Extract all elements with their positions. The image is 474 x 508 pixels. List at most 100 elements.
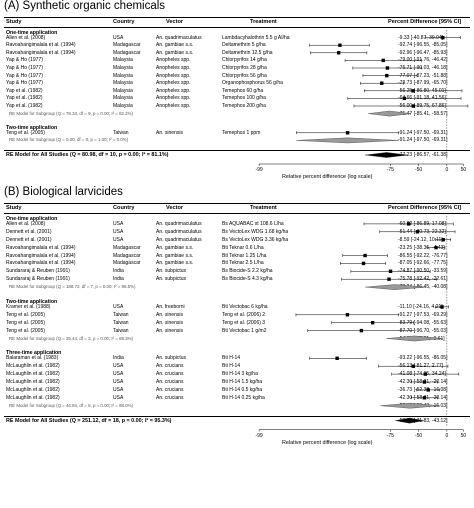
panelB-cell-treatment: Bti Vectobac 1 g/m2 <box>222 327 267 334</box>
panelB-subgroup-diamond <box>386 335 443 342</box>
panelB-cell-vector: An. sinensis <box>156 327 183 334</box>
panelB-cell-country: USA <box>113 371 124 378</box>
panelB-study-point <box>411 364 415 368</box>
panelA-cell-study: Yap et al. (1982) <box>6 87 43 94</box>
panelB-cell-treatment: Bti H-14 1.5 kg/ha <box>222 379 263 385</box>
panelB-study-point <box>415 230 420 234</box>
panelB-cell-country: USA <box>113 386 124 393</box>
panelA-title: (A) Synthetic organic chemicals <box>4 0 166 12</box>
panelA-cell-ci: -79.00 [-91.76, -46.42] <box>398 57 448 64</box>
panelB-cell-vector: An. subpictus <box>156 268 187 275</box>
panelB-cell-treatment: Bti H-14 0.5 kg/ha <box>222 386 263 393</box>
panelB-cell-vector: An. gambiae s.s. <box>156 244 194 251</box>
panelA-overall-diamond <box>364 152 409 158</box>
panelA-cell-treatment: Deltamethrin 12.5 g/ha <box>222 49 273 56</box>
panelB-cell-treatment: Bs Biocide-S 2.2 kg/ha <box>222 268 273 275</box>
panelA-cell-study: Yap et al. (1982) <box>6 103 43 109</box>
panelA-study-point <box>385 66 390 70</box>
panelB-cell-ci: -91.27 [-97.53, -69.29] <box>398 311 448 318</box>
panelB-cell-treatment: Bs Biocide-S 4.3 kg/ha <box>222 276 273 283</box>
panelA-cell-treatment: Organophosphorus 56 g/ha <box>222 80 283 87</box>
panelA-cell-vector: Anopheles spp. <box>156 80 191 87</box>
panelA-header-pd: Percent Difference [95% CI] <box>388 19 462 25</box>
panelB-cell-country: Madagascar <box>113 260 141 267</box>
panelA-cell-country: Madagascar <box>113 42 141 49</box>
panelB-study-point <box>441 238 445 242</box>
panelB-cell-study: Kramer et al. (1988) <box>6 303 51 310</box>
panelB-header-study: Study <box>6 205 22 211</box>
panelA-cell-country: Malaysia <box>113 95 133 102</box>
panelB-cell-study: Dennett et al. (2001) <box>6 236 52 243</box>
panelB-cell-ci: -83.79 [-94.08, -55.63] <box>398 319 448 326</box>
panelA-subgroup-ci: -75.47 [-85.41, -58.57] <box>398 110 448 117</box>
panelA-x-tick-label: -75 <box>386 167 394 173</box>
panelB-header-rule-top <box>4 203 470 204</box>
panelB-cell-ci: -11.10 [-24.16, 4.21] <box>398 303 443 310</box>
panelB-cell-vector: An. subpictus <box>156 276 187 283</box>
panelB-x-tick-label: -75 <box>386 432 394 439</box>
panelB-cell-study: McLaughlin et al. (1982) <box>6 386 60 393</box>
panelB-cell-vector: An. freeborni <box>156 303 185 310</box>
panelA-cell-country: Malaysia <box>113 80 133 87</box>
panelA-cell-study: Yap & Ho (1977) <box>6 72 43 79</box>
panelA-header-study: Study <box>6 19 22 25</box>
panelA-cell-vector: An. gambiae s.s. <box>156 42 194 49</box>
panelA-cell-country: USA <box>113 34 124 41</box>
panelA-study-point <box>380 81 384 85</box>
panelB-cell-country: USA <box>113 220 124 227</box>
panelB-cell-study: McLaughlin et al. (1982) <box>6 363 60 370</box>
panelB-subgroup-diamond <box>365 284 426 290</box>
panelA-study-point <box>381 58 385 63</box>
panelB-cell-treatment: Bti Teknar 0.6 L/ha <box>222 244 264 251</box>
panelA-cell-treatment: Lambdacyhalothrin 5.5 g AI/ha <box>222 34 290 41</box>
panelA-cell-study: Yap & Ho (1977) <box>6 65 43 71</box>
panelA-study-point <box>441 35 445 40</box>
panelB-cell-treatment: Bs AQUABAC xt 108.6 L/ha <box>222 220 284 227</box>
panelA-cell-country: Malaysia <box>113 72 133 79</box>
panelA-study-point <box>402 96 407 101</box>
panelA-x-tick-label: -50 <box>414 167 423 173</box>
panelB-study-point <box>387 277 391 281</box>
panelA-study-point <box>345 131 350 135</box>
panelB-study-point <box>440 305 444 309</box>
panelB-study-point <box>423 372 427 376</box>
panelA-header-country: Country <box>113 19 135 25</box>
panelB-cell-treatment: Bti H-14 <box>222 355 241 362</box>
panelA-study-point <box>411 89 415 93</box>
panelA-x-tick-label: 0 <box>445 167 449 173</box>
panelA-header-rule-bottom <box>4 27 470 28</box>
panelB-cell-treatment: Teng et al. (2006) 2 <box>222 311 266 318</box>
panelB-cell-vector: An. crucians <box>156 379 184 385</box>
panelA-cell-ci: -76.71 [-90.03, -46.18] <box>398 65 448 71</box>
panelB-cell-treatment: Bti Teknar 1.25 L/ha <box>222 252 267 259</box>
panelB-x-tick-label: 50 <box>460 432 467 439</box>
panelA-subgroup-ci: -91.24 [-97.50, -69.31] <box>398 137 448 144</box>
panelA-cell-study: Yap & Ho (1977) <box>6 80 43 87</box>
panelB-cell-country: Taiwan <box>113 311 129 318</box>
panelA-cell-treatment: Temephos 200 g/ha <box>222 103 266 109</box>
panelA-cell-ci: -92.74 [-96.55, -85.05] <box>398 42 448 49</box>
panelB-study-point <box>363 253 367 258</box>
panelA-group-label: One-time application <box>6 30 58 36</box>
panelB-study-point <box>361 261 366 266</box>
panelB-study-point <box>422 380 427 384</box>
panelB-title: (B) Biological larvicides <box>4 186 123 198</box>
panelB-x-axis-label: Relative percent difference (log scale) <box>282 439 373 446</box>
panelA-overall-rule <box>4 150 470 151</box>
panelB-cell-treatment: Bti Teknar 2.5 L/ha <box>222 260 264 267</box>
panelB-group-label: One-time application <box>6 216 58 222</box>
panelB-header-vector: Vector <box>166 205 184 211</box>
panelB-cell-study: Sundararaj & Reuben (1991) <box>6 276 70 283</box>
panelA-subgroup-diamond <box>368 110 411 117</box>
panelA-cell-country: Malaysia <box>113 87 133 94</box>
panelB-cell-vector: An. sinensis <box>156 319 183 326</box>
panelA-cell-country: Madagascar <box>113 49 141 56</box>
panelB-cell-study: Teng et al. (2005) <box>6 327 45 334</box>
panelB-cell-vector: An. crucians <box>156 363 184 370</box>
panelB-cell-vector: An. subpictus <box>156 355 187 362</box>
panelB-cell-country: India <box>113 276 124 283</box>
panelA-cell-study: Allen et al. (2008) <box>6 34 46 41</box>
panelB-group-label: Two-time application <box>6 299 58 305</box>
panelA-cell-study: Teng et al. (2005) <box>6 129 45 136</box>
